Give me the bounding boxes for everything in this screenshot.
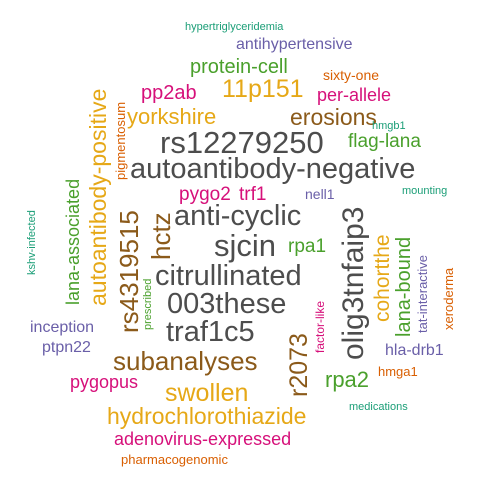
cloud-word: pharmacogenomic <box>121 452 228 467</box>
cloud-word: rs12279250 <box>160 125 324 160</box>
cloud-word: sixty-one <box>323 67 380 83</box>
cloud-word: cohortthe <box>371 234 394 322</box>
cloud-word: protein-cell <box>190 56 288 78</box>
cloud-word: ptpn22 <box>42 339 91 356</box>
cloud-word: pigmentosum <box>113 101 128 180</box>
cloud-word: anti-cyclic <box>174 200 302 232</box>
cloud-word: swollen <box>165 379 249 407</box>
cloud-word: lana-associated <box>63 178 83 305</box>
cloud-word: rpa2 <box>325 367 370 392</box>
cloud-word: citrullinated <box>155 260 302 292</box>
cloud-word: autoantibody-negative <box>130 153 416 185</box>
cloud-word: traf1c5 <box>166 316 255 348</box>
cloud-word: pygopus <box>70 372 139 392</box>
cloud-word: mounting <box>402 185 448 197</box>
cloud-word: rpa1 <box>288 236 327 257</box>
cloud-word: sjcin <box>214 228 277 263</box>
cloud-word: erosions <box>290 104 377 130</box>
cloud-word: factor-like <box>313 300 327 353</box>
cloud-word: olig3tnfaip3 <box>337 206 370 360</box>
cloud-word: flag-lana <box>348 131 421 152</box>
cloud-word: 11p151 <box>222 75 304 103</box>
cloud-word: hydrochlorothiazide <box>107 403 307 429</box>
cloud-word: per-allele <box>317 85 392 105</box>
cloud-word: xeroderma <box>441 267 456 330</box>
cloud-word: hmga1 <box>378 364 418 379</box>
cloud-word: pygo2 <box>179 184 231 205</box>
cloud-word: trf1 <box>239 184 267 205</box>
cloud-word: kshv-infected <box>26 210 38 275</box>
cloud-word: hctz <box>146 212 176 260</box>
cloud-word: adenovirus-expressed <box>114 429 292 449</box>
cloud-word: tat-interactive <box>415 254 430 333</box>
cloud-word: hla-drb1 <box>385 342 444 359</box>
cloud-word: antihypertensive <box>236 36 353 53</box>
cloud-word: medications <box>349 401 408 413</box>
cloud-word: 003these <box>167 288 287 320</box>
cloud-word: hypertriglyceridemia <box>185 21 284 33</box>
cloud-word: autoantibody-positive <box>85 88 111 306</box>
cloud-word: subanalyses <box>113 346 258 376</box>
cloud-word: lana-bound <box>393 236 415 337</box>
cloud-word: hmgb1 <box>372 120 406 132</box>
cloud-word: rs4319515 <box>114 210 144 333</box>
cloud-word: yorkshire <box>127 104 217 129</box>
cloud-word: prescribed <box>142 278 154 330</box>
cloud-word: pp2ab <box>141 82 197 104</box>
cloud-word: inception <box>30 319 95 336</box>
cloud-word: r2073 <box>285 333 313 397</box>
cloud-word: nell1 <box>305 186 335 202</box>
